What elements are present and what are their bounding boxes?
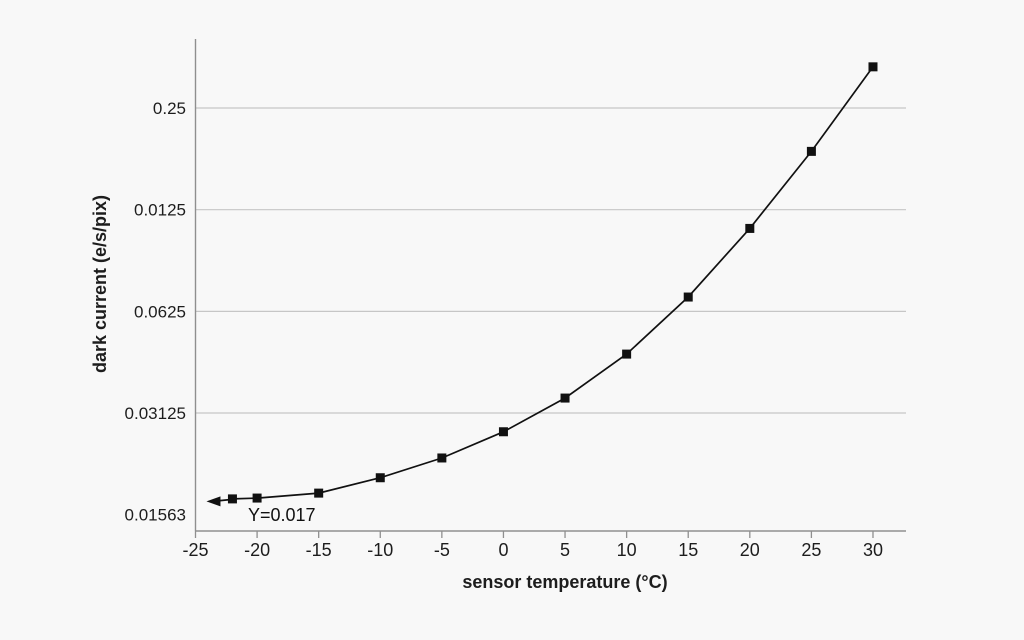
data-point [806, 146, 816, 156]
y-tick-label: 0.0125 [134, 201, 186, 220]
data-point [622, 349, 632, 359]
x-tick-label: 20 [740, 540, 760, 560]
x-tick-label: -10 [367, 540, 393, 560]
data-point [252, 493, 262, 503]
x-axis-title: sensor temperature (°C) [462, 572, 668, 592]
y-tick-label: 0.03125 [125, 404, 186, 423]
data-point [227, 494, 237, 504]
x-tick-label: -15 [306, 540, 332, 560]
y-tick-label: 0.25 [153, 99, 186, 118]
data-line [232, 66, 874, 500]
data-point [498, 427, 508, 437]
data-point [560, 393, 570, 403]
y-axis-title: dark current (e/s/pix) [90, 194, 110, 374]
data-point [314, 488, 324, 498]
data-point [868, 62, 878, 72]
annotation-arrowhead [206, 496, 221, 507]
y-tick-label: 0.01563 [125, 506, 186, 525]
y-tick-label: 0.0625 [134, 302, 186, 321]
x-tick-label: 15 [678, 540, 698, 560]
x-tick-label: 25 [801, 540, 821, 560]
data-point [745, 223, 755, 233]
x-tick-label: 10 [617, 540, 637, 560]
x-tick-label: 30 [863, 540, 883, 560]
x-tick-label: 5 [560, 540, 570, 560]
x-tick-label: -25 [182, 540, 208, 560]
x-tick-label: 0 [498, 540, 508, 560]
data-point [437, 453, 447, 463]
annotation-label: Y=0.017 [248, 505, 316, 525]
x-tick-label: -5 [434, 540, 450, 560]
data-point [683, 292, 693, 302]
x-tick-label: -20 [244, 540, 270, 560]
data-point [375, 473, 385, 483]
